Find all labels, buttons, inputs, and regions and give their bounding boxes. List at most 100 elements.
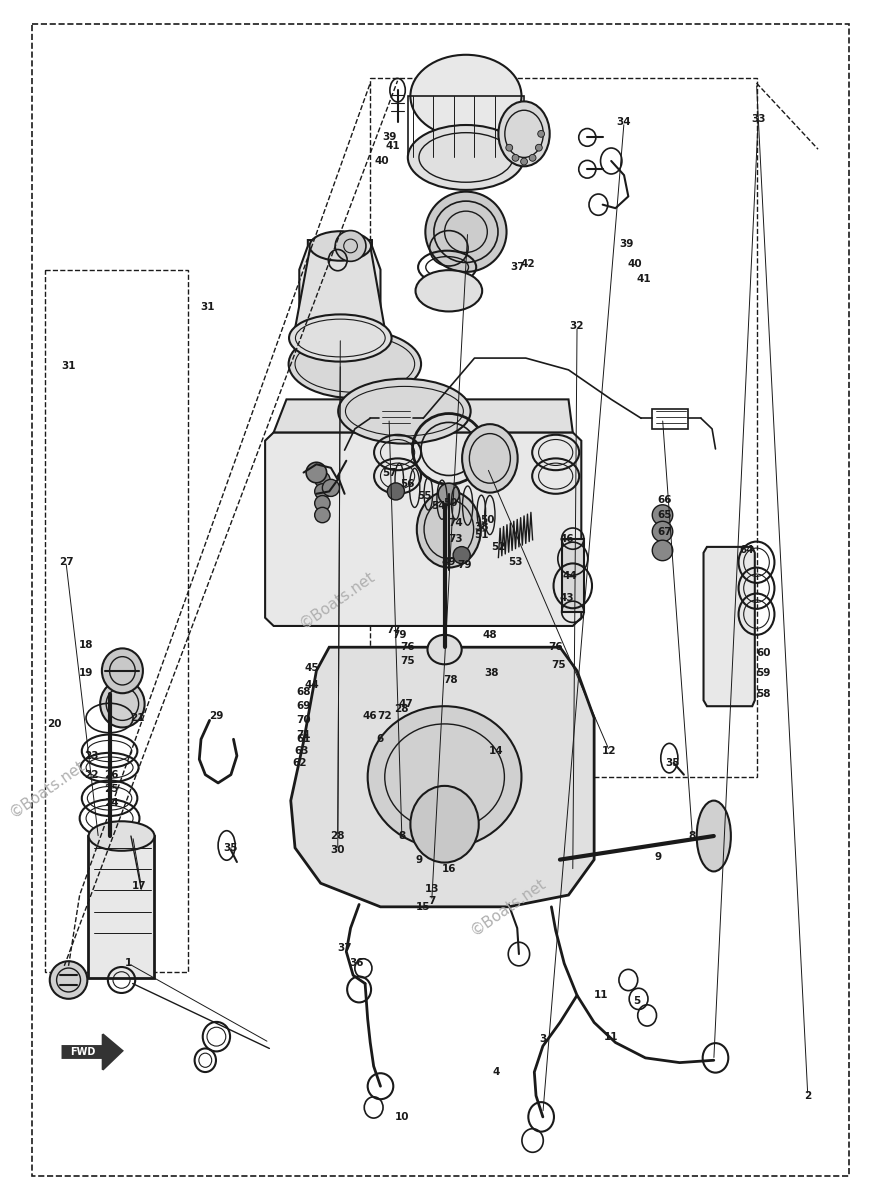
Text: 30: 30 — [330, 845, 345, 856]
Text: 71: 71 — [296, 730, 311, 739]
Ellipse shape — [410, 55, 521, 137]
Circle shape — [306, 462, 327, 482]
Text: 44: 44 — [305, 680, 320, 690]
Text: 40: 40 — [375, 156, 389, 166]
Ellipse shape — [408, 125, 524, 190]
Text: 15: 15 — [416, 902, 430, 912]
Text: ©Boats.net: ©Boats.net — [7, 757, 88, 821]
Text: 73: 73 — [448, 534, 463, 544]
Text: 21: 21 — [129, 713, 144, 724]
Text: 35: 35 — [666, 758, 680, 768]
Text: 74: 74 — [448, 518, 463, 528]
Text: 34: 34 — [617, 118, 632, 127]
Text: 37: 37 — [510, 263, 525, 272]
Ellipse shape — [309, 232, 371, 260]
Text: 28: 28 — [395, 703, 409, 714]
Ellipse shape — [428, 635, 461, 665]
Text: 78: 78 — [443, 676, 458, 685]
Polygon shape — [704, 547, 755, 707]
Ellipse shape — [697, 800, 731, 871]
Ellipse shape — [289, 330, 421, 398]
Text: 47: 47 — [399, 698, 414, 709]
Text: 22: 22 — [84, 769, 99, 780]
Text: 39: 39 — [381, 132, 396, 143]
Circle shape — [653, 521, 673, 542]
Circle shape — [315, 484, 330, 499]
Text: 9: 9 — [654, 852, 662, 863]
Text: 53: 53 — [508, 557, 523, 568]
Ellipse shape — [368, 707, 521, 848]
Text: 57: 57 — [381, 468, 396, 478]
Text: 51: 51 — [474, 530, 488, 540]
Ellipse shape — [462, 424, 518, 493]
Text: 64: 64 — [739, 546, 753, 556]
Text: 24: 24 — [104, 798, 118, 808]
Text: 18: 18 — [78, 640, 93, 650]
Text: 32: 32 — [570, 322, 584, 331]
Ellipse shape — [425, 192, 507, 272]
Text: 79: 79 — [457, 559, 472, 570]
Text: 48: 48 — [482, 630, 497, 641]
Circle shape — [653, 540, 673, 560]
Text: 16: 16 — [441, 864, 456, 874]
Text: 76: 76 — [401, 642, 415, 653]
Text: 68: 68 — [296, 688, 311, 697]
Text: 20: 20 — [47, 719, 62, 728]
Ellipse shape — [438, 484, 460, 504]
Ellipse shape — [289, 314, 392, 361]
Circle shape — [506, 144, 513, 151]
Text: 38: 38 — [484, 668, 499, 678]
Text: 35: 35 — [223, 842, 238, 853]
Text: 49: 49 — [441, 557, 456, 568]
Text: 50: 50 — [480, 515, 494, 524]
Text: 39: 39 — [620, 239, 634, 248]
Ellipse shape — [338, 379, 471, 444]
Text: 65: 65 — [657, 510, 672, 520]
Text: 11: 11 — [604, 1032, 619, 1042]
Text: 3: 3 — [540, 1034, 547, 1044]
Text: 8: 8 — [398, 832, 406, 841]
Polygon shape — [265, 432, 581, 626]
Text: 41: 41 — [386, 140, 401, 151]
Circle shape — [315, 472, 330, 487]
Text: 67: 67 — [657, 527, 672, 536]
Bar — [45, 270, 189, 972]
Text: 56: 56 — [401, 479, 415, 490]
Text: ©Boats.net: ©Boats.net — [297, 569, 378, 631]
Polygon shape — [274, 400, 573, 432]
Ellipse shape — [415, 270, 482, 312]
Text: 46: 46 — [560, 534, 574, 544]
Text: 29: 29 — [209, 710, 223, 721]
Text: 66: 66 — [657, 494, 672, 505]
Circle shape — [50, 961, 88, 998]
Ellipse shape — [499, 101, 550, 167]
Text: 41: 41 — [636, 274, 651, 284]
Bar — [370, 78, 757, 778]
Text: 10: 10 — [395, 1112, 409, 1122]
Text: 61: 61 — [296, 734, 311, 744]
Text: 75: 75 — [551, 660, 566, 670]
Circle shape — [335, 230, 366, 262]
Text: 31: 31 — [201, 302, 216, 312]
Circle shape — [315, 508, 330, 523]
Ellipse shape — [436, 421, 539, 515]
Text: 19: 19 — [78, 668, 93, 678]
Text: 79: 79 — [392, 630, 407, 641]
Polygon shape — [295, 246, 385, 329]
Text: 54: 54 — [431, 500, 446, 510]
Polygon shape — [63, 1034, 123, 1069]
Text: 75: 75 — [401, 656, 415, 666]
Text: 45: 45 — [305, 664, 320, 673]
Circle shape — [315, 496, 330, 511]
Text: 36: 36 — [349, 959, 364, 968]
Text: 50: 50 — [443, 498, 458, 509]
Text: FWD: FWD — [70, 1046, 96, 1057]
Text: 12: 12 — [602, 746, 617, 756]
Circle shape — [653, 505, 673, 526]
Text: 4: 4 — [492, 1067, 500, 1078]
Text: 77: 77 — [386, 624, 401, 635]
Text: 8: 8 — [689, 832, 696, 841]
Text: 63: 63 — [295, 746, 309, 756]
Circle shape — [521, 158, 527, 164]
Text: 6: 6 — [377, 734, 384, 744]
